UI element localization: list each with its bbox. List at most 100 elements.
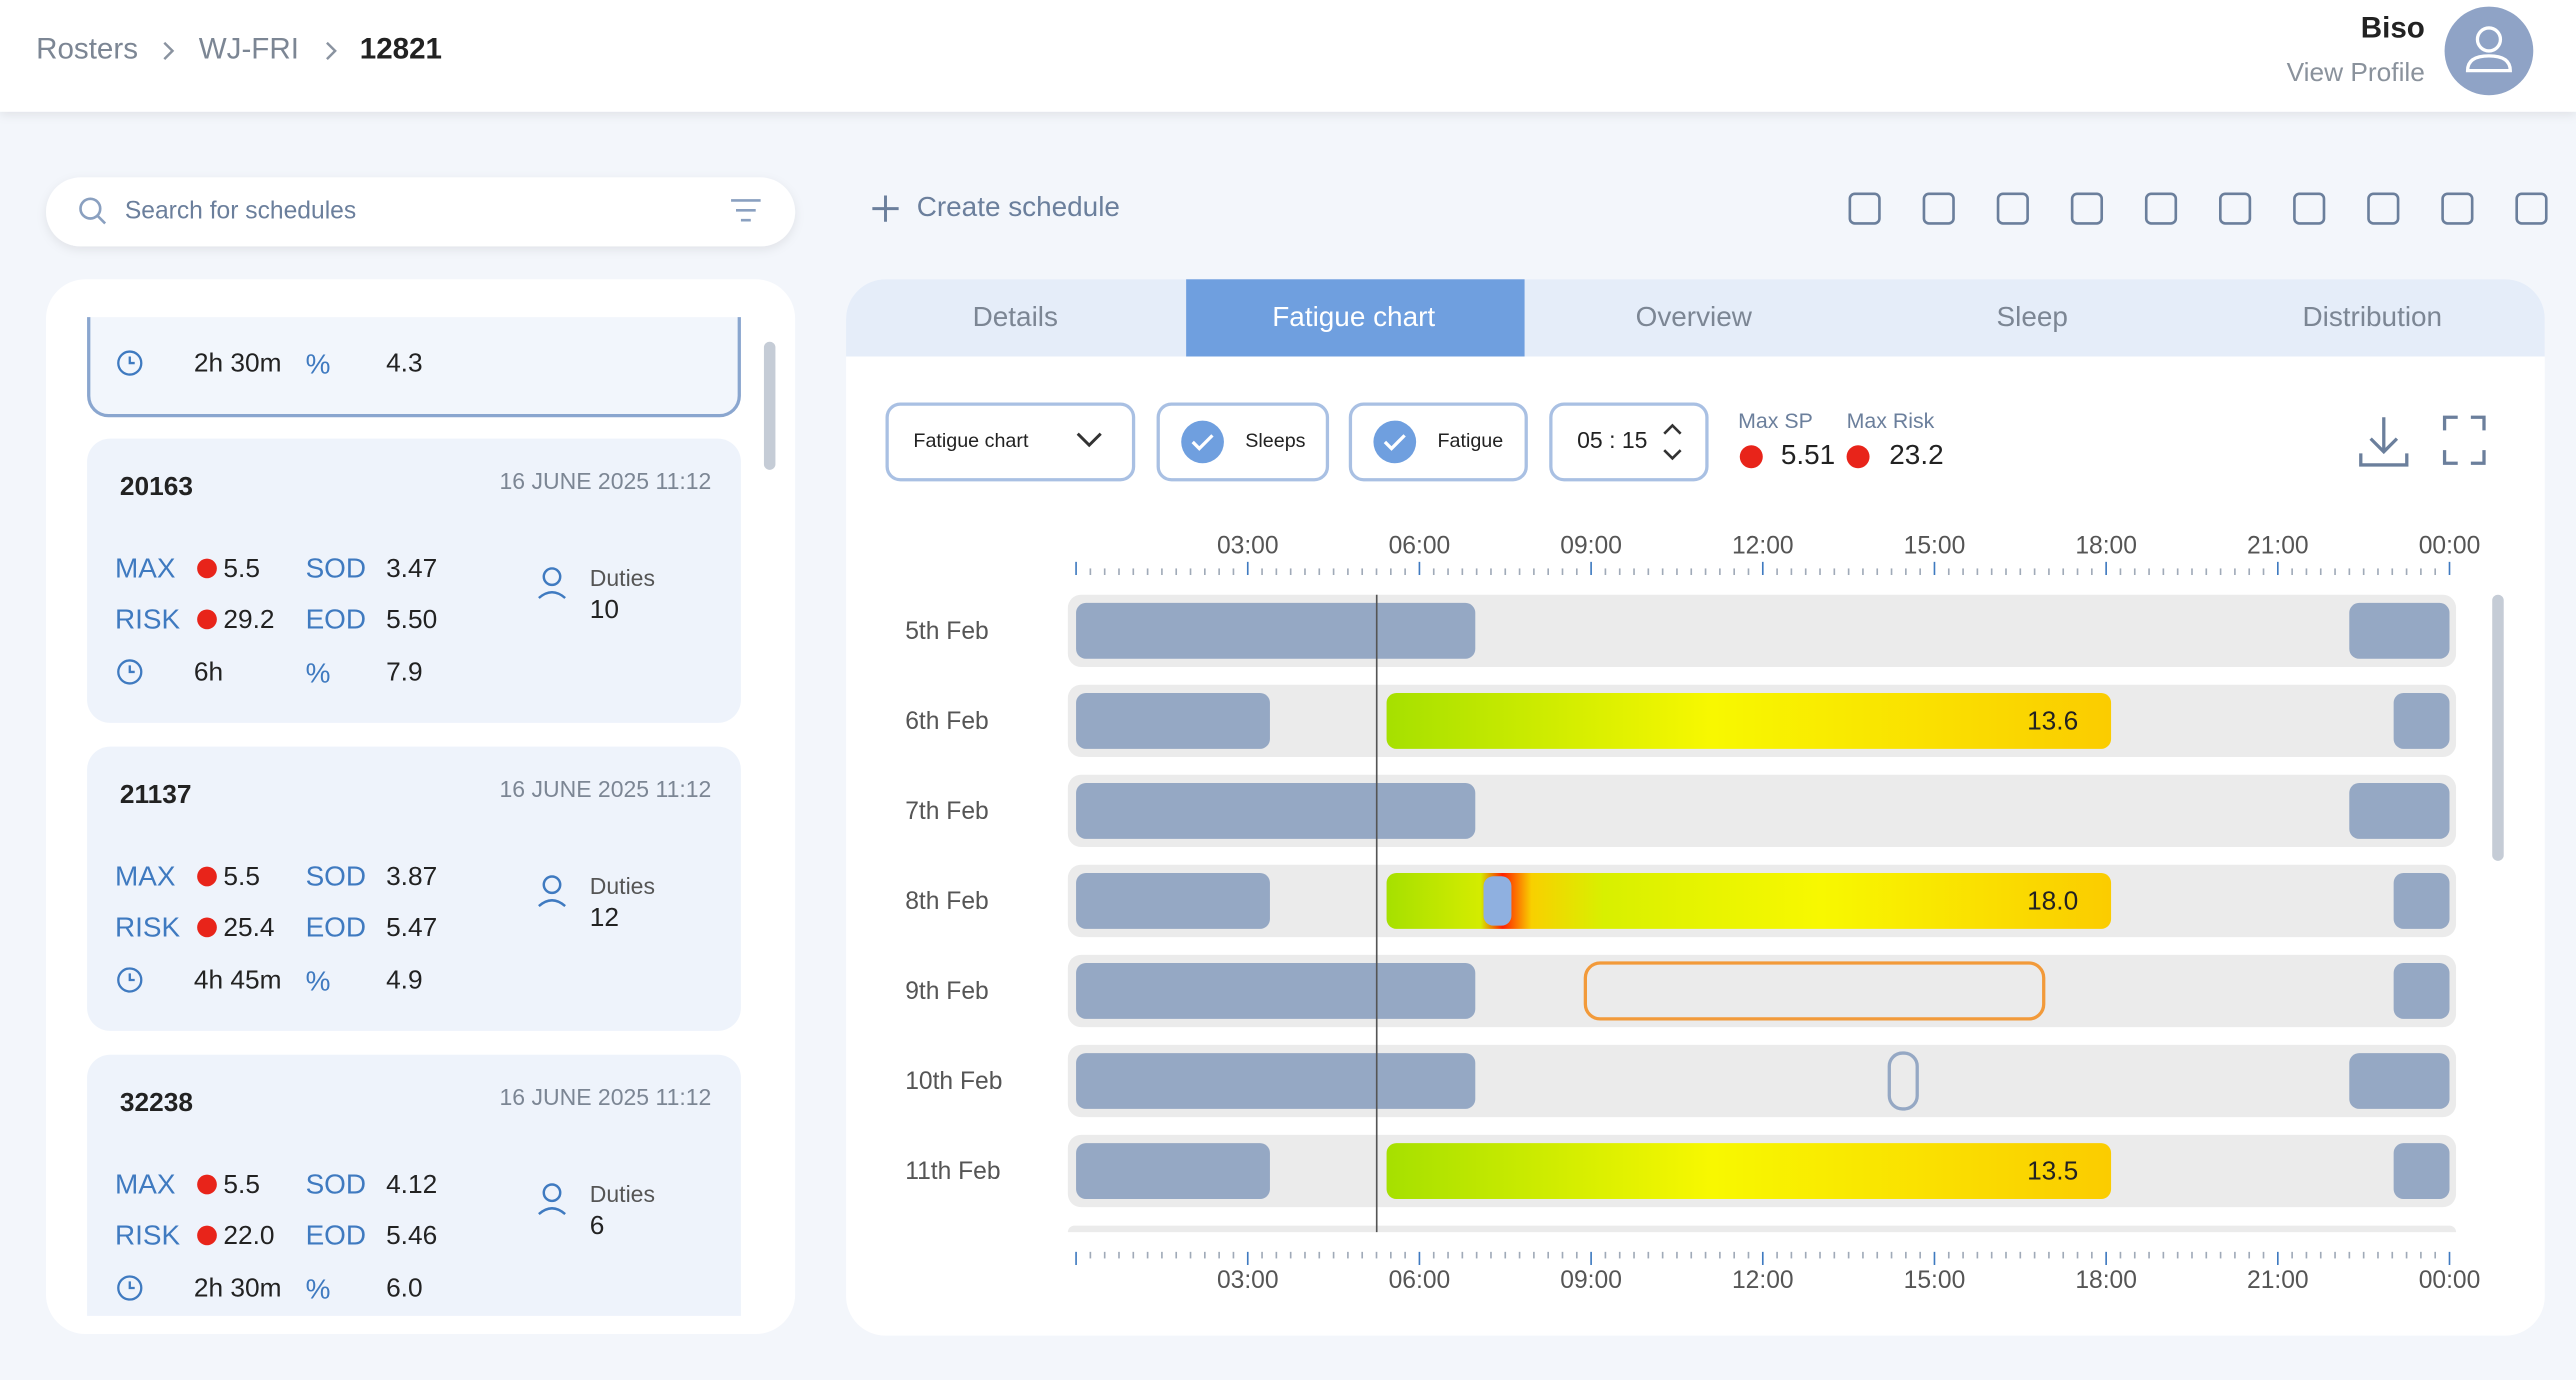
eod-label: EOD <box>306 603 366 634</box>
checkbox-label: Fatigue <box>1437 430 1503 452</box>
stat-label: Max SP <box>1738 409 1813 433</box>
chart-scrollbar[interactable] <box>2492 594 2504 861</box>
row-label: 8th Feb <box>905 888 989 915</box>
duty-outline[interactable] <box>1583 961 2046 1021</box>
sleep-bar <box>1076 602 1476 659</box>
duties-label: Duties <box>590 873 655 899</box>
profile-link: View Profile <box>2287 57 2425 87</box>
duty-outline[interactable] <box>1887 1051 1919 1111</box>
toolbar-icon[interactable] <box>2367 192 2400 225</box>
control[interactable] <box>885 402 1136 482</box>
time-label: 03:00 <box>1217 1267 1279 1294</box>
sleep-bar <box>1076 1053 1476 1109</box>
schedule-card[interactable] <box>87 746 741 1031</box>
sleep-bar <box>1076 782 1476 839</box>
chevron <box>163 41 175 61</box>
risk-label: RISK <box>115 1219 181 1250</box>
clock-icon <box>117 350 143 376</box>
expand-icon[interactable] <box>2442 415 2486 465</box>
checkbox[interactable] <box>1181 420 1224 464</box>
tab: Overview <box>1636 301 1753 332</box>
scrollbar[interactable] <box>763 341 776 470</box>
duties-label: Duties <box>590 565 655 591</box>
row-label: 7th Feb <box>905 798 989 825</box>
schedule-card[interactable] <box>87 438 741 723</box>
time-input: 05 : 15 <box>1577 427 1647 453</box>
duration: 4h 45m <box>194 965 282 995</box>
percent-label: % <box>306 966 331 997</box>
schedule-date: 16 JUNE 2025 11:12 <box>500 776 712 802</box>
sleep-bar <box>2393 873 2450 929</box>
fatigue-value: 13.5 <box>2027 1156 2078 1186</box>
duties-value: 10 <box>590 594 619 624</box>
search-box[interactable] <box>46 177 796 247</box>
check <box>1383 434 1406 451</box>
schedule-card-selected[interactable] <box>87 263 741 418</box>
sleep-bar <box>2393 692 2450 749</box>
sleep-bar <box>1076 1143 1270 1199</box>
toolbar-icon[interactable] <box>2144 192 2178 225</box>
eod-value: 5.50 <box>386 604 437 634</box>
risk-dot <box>1739 445 1763 469</box>
time-label: 15:00 <box>1904 533 1966 560</box>
avatar-icon <box>2465 54 2512 73</box>
eod-value: 5.46 <box>386 1220 437 1250</box>
risk-value: 25.4 <box>223 912 274 942</box>
stat-value: 5.51 <box>1781 439 1835 470</box>
sleep-bar <box>2349 782 2450 839</box>
fatigue-value: 18.0 <box>2027 886 2078 916</box>
eod-value: 5.47 <box>386 912 437 942</box>
toolbar-icon[interactable] <box>2293 192 2326 225</box>
clock-icon <box>128 1281 135 1290</box>
percent: 6.0 <box>386 1273 423 1303</box>
toolbar-icon[interactable] <box>2219 192 2252 225</box>
create-schedule: Create schedule <box>917 191 1120 222</box>
dropdown-arrow <box>1076 432 1102 448</box>
toolbar-icon[interactable] <box>2515 192 2548 225</box>
user-name: Biso <box>2361 11 2425 44</box>
max-value: 5.5 <box>223 1169 260 1199</box>
risk-dot <box>197 866 217 887</box>
time-label: 00:00 <box>2419 1267 2481 1294</box>
sleep-bar <box>2349 1053 2450 1109</box>
percent: 7.9 <box>386 657 423 687</box>
sleep-marker <box>1483 876 1512 926</box>
duties-value: 6 <box>590 1210 605 1240</box>
percent: 4.3 <box>386 348 423 378</box>
spinner[interactable] <box>1663 423 1682 461</box>
control[interactable] <box>1549 402 1709 482</box>
person-icon <box>538 899 566 907</box>
sod-label: SOD <box>306 1169 366 1200</box>
percent-label: % <box>306 349 331 380</box>
schedule-card[interactable] <box>87 1054 741 1339</box>
tab-active[interactable] <box>1186 279 1525 357</box>
toolbar-icon[interactable] <box>2441 192 2474 225</box>
duties-label: Duties <box>590 1181 655 1207</box>
time-label: 21:00 <box>2247 1267 2309 1294</box>
person-icon <box>538 591 566 599</box>
duration: 2h 30m <box>194 348 282 378</box>
checkbox[interactable] <box>1373 420 1417 464</box>
toolbar-icon[interactable] <box>1922 192 1955 225</box>
sod-label: SOD <box>306 552 366 583</box>
tab: Distribution <box>2302 301 2442 332</box>
toolbar-icon[interactable] <box>1996 192 2029 225</box>
risk-label: RISK <box>115 603 181 634</box>
filter-icon[interactable] <box>731 199 761 222</box>
fatigue-bar <box>1386 692 2112 749</box>
duration: 6h <box>194 657 223 687</box>
timeline-rows: 13.6 18.0 13.5 <box>1067 594 2457 1233</box>
download-icon[interactable] <box>2359 417 2409 467</box>
schedule-date: 16 JUNE 2025 11:12 <box>500 468 712 494</box>
risk-dot <box>197 558 217 579</box>
schedule-id: 32238 <box>120 1087 193 1117</box>
toolbar-icon[interactable] <box>1848 192 1881 225</box>
tab: Sleep <box>1997 301 2068 332</box>
stat-value: 23.2 <box>1889 439 1943 470</box>
toolbar-icon[interactable] <box>2070 192 2104 225</box>
max-label: MAX <box>115 860 176 891</box>
breadcrumb-item: 12821 <box>360 33 442 66</box>
time-label: 06:00 <box>1389 533 1451 560</box>
max-label: MAX <box>115 1169 176 1200</box>
